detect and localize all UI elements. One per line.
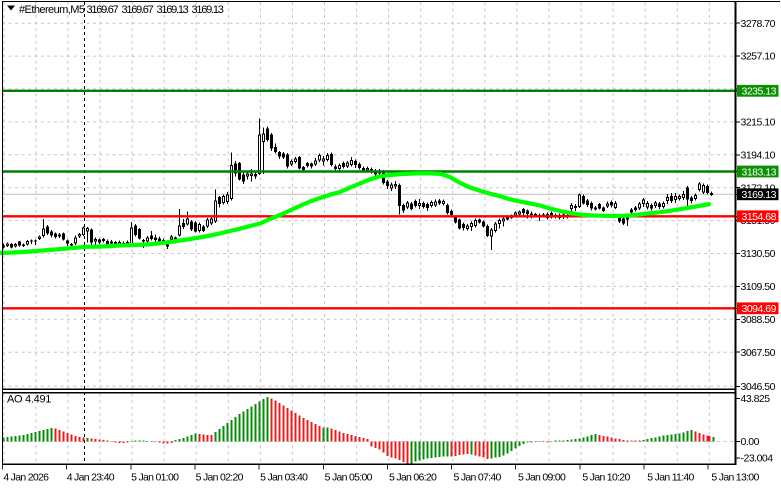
svg-text:3154.68: 3154.68 <box>742 211 777 223</box>
svg-text:3169.13: 3169.13 <box>742 189 777 201</box>
svg-text:3183.13: 3183.13 <box>742 166 777 178</box>
svg-text:5 Jan 05:00: 5 Jan 05:00 <box>325 471 373 483</box>
svg-text:43.825: 43.825 <box>741 393 771 405</box>
svg-text:5 Jan 07:40: 5 Jan 07:40 <box>454 471 502 483</box>
svg-text:5 Jan 09:00: 5 Jan 09:00 <box>518 471 566 483</box>
svg-text:3130.50: 3130.50 <box>741 248 776 260</box>
svg-text:5 Jan 02:20: 5 Jan 02:20 <box>196 471 244 483</box>
svg-text:5 Jan 03:40: 5 Jan 03:40 <box>260 471 308 483</box>
svg-text:3215.10: 3215.10 <box>741 117 776 129</box>
svg-text:3194.10: 3194.10 <box>741 149 776 161</box>
svg-text:5 Jan 10:20: 5 Jan 10:20 <box>582 471 630 483</box>
svg-text:5 Jan 06:20: 5 Jan 06:20 <box>389 471 437 483</box>
svg-text:3046.50: 3046.50 <box>741 381 776 393</box>
svg-text:4 Jan 23:40: 4 Jan 23:40 <box>67 471 115 483</box>
svg-text:AO 4.491: AO 4.491 <box>7 394 51 406</box>
svg-text:3235.13: 3235.13 <box>742 86 777 98</box>
svg-text:5 Jan 13:00: 5 Jan 13:00 <box>711 471 759 483</box>
svg-text:5 Jan 01:00: 5 Jan 01:00 <box>131 471 179 483</box>
svg-text:3169.67 3169.67 3169.13 3169.1: 3169.67 3169.67 3169.13 3169.13 <box>87 4 224 16</box>
svg-text:4 Jan 2026: 4 Jan 2026 <box>3 471 49 483</box>
svg-text:3257.10: 3257.10 <box>741 51 776 63</box>
svg-text:3109.50: 3109.50 <box>741 281 776 293</box>
svg-text:3094.69: 3094.69 <box>742 303 777 315</box>
svg-text:0.00: 0.00 <box>741 436 760 448</box>
svg-text:#Ethereum,M5: #Ethereum,M5 <box>19 4 85 16</box>
svg-text:3088.50: 3088.50 <box>741 314 776 326</box>
svg-text:-23.004: -23.004 <box>741 453 774 465</box>
svg-text:3067.50: 3067.50 <box>741 347 776 359</box>
svg-text:3278.70: 3278.70 <box>741 18 776 30</box>
svg-text:5 Jan 11:40: 5 Jan 11:40 <box>647 471 694 483</box>
